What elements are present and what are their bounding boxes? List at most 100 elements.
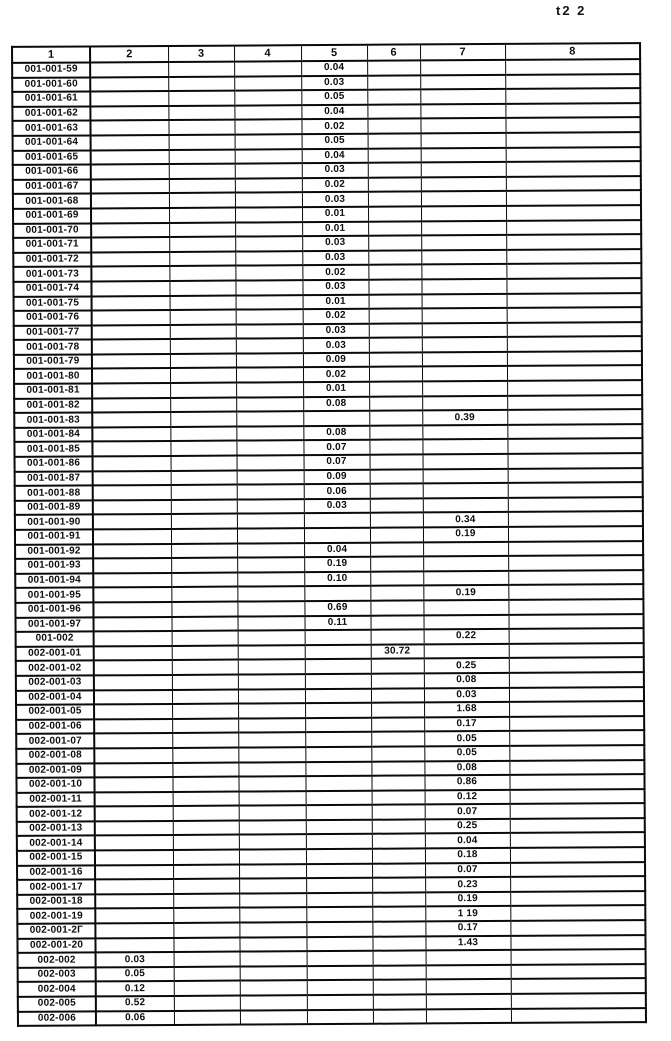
table-cell: 0.05	[301, 89, 368, 105]
table-cell	[173, 893, 240, 909]
table-cell	[172, 805, 239, 821]
row-id-cell: 001-001-59	[12, 62, 91, 78]
table-cell	[238, 776, 306, 792]
table-cell	[371, 804, 425, 820]
table-cell	[372, 863, 426, 878]
table-cell	[420, 89, 506, 105]
table-cell	[92, 470, 171, 486]
table-cell	[421, 249, 507, 265]
table-cell	[168, 192, 236, 208]
table-cell	[238, 790, 306, 806]
row-id-cell: 001-001-92	[15, 544, 94, 560]
table-cell	[236, 455, 304, 471]
table-cell: 0.12	[424, 789, 510, 805]
table-cell	[170, 528, 238, 544]
table-cell	[173, 980, 240, 996]
table-cell	[304, 673, 371, 689]
table-cell: 0.03	[423, 687, 510, 703]
table-cell	[505, 88, 641, 104]
table-cell	[235, 338, 303, 354]
table-cell	[421, 293, 507, 309]
table-cell	[423, 570, 509, 586]
table-cell	[236, 411, 304, 427]
table-cell	[306, 950, 373, 966]
table-cell	[510, 1007, 646, 1024]
table-cell: 0.03	[301, 162, 368, 178]
table-cell	[425, 964, 511, 980]
row-id-cell: 001-001-80	[13, 368, 93, 384]
table-cell	[508, 599, 644, 615]
table-cell: 0.10	[304, 571, 371, 587]
table-cell	[306, 863, 373, 879]
table-cell	[95, 908, 174, 924]
table-cell	[507, 409, 643, 425]
table-cell	[237, 601, 305, 617]
table-cell	[170, 441, 237, 456]
table-cell	[235, 323, 303, 339]
table-cell	[507, 511, 643, 527]
table-cell	[422, 468, 508, 484]
table-cell	[236, 396, 304, 412]
table-cell	[370, 614, 424, 630]
table-cell	[234, 177, 302, 193]
table-cell	[237, 644, 305, 660]
table-cell	[95, 937, 174, 953]
table-cell	[168, 149, 235, 165]
table-cell	[169, 265, 236, 281]
table-cell	[369, 396, 423, 412]
table-cell	[94, 806, 173, 822]
row-id-cell: 001-001-81	[14, 383, 93, 399]
table-cell	[92, 412, 171, 428]
table-cell	[169, 353, 236, 369]
table-cell: 0.23	[425, 877, 511, 893]
table-cell	[239, 878, 307, 894]
table-cell	[507, 394, 643, 411]
table-cell	[304, 629, 371, 645]
table-cell	[507, 526, 644, 542]
row-id-cell: 001-001-77	[13, 325, 92, 341]
table-cell: 0.01	[302, 294, 369, 310]
table-cell	[507, 467, 643, 484]
table-cell	[370, 585, 424, 601]
table-cell	[372, 994, 426, 1010]
table-cell	[169, 251, 236, 267]
table-cell	[508, 569, 644, 586]
table-cell	[93, 689, 173, 705]
table-cell	[234, 61, 302, 77]
table-cell	[505, 59, 641, 75]
table-cell	[306, 994, 373, 1010]
table-cell: 0.08	[424, 760, 510, 776]
table-cell	[369, 498, 423, 514]
table-cell	[425, 1008, 511, 1024]
table-cell	[369, 512, 423, 528]
table-cell	[372, 965, 426, 981]
table-cell	[91, 368, 171, 384]
table-cell	[372, 979, 426, 995]
table-cell	[236, 513, 304, 529]
table-cell	[510, 993, 646, 1009]
table-cell	[237, 571, 305, 587]
table-cell: 0.06	[95, 1010, 174, 1026]
table-cell	[235, 250, 303, 266]
table-cell	[168, 119, 235, 135]
table-cell	[168, 90, 235, 106]
table-cell	[506, 336, 642, 352]
table-cell	[509, 759, 645, 775]
table-cell	[91, 280, 170, 296]
table-cell	[372, 892, 426, 908]
table-cell	[421, 351, 507, 367]
table-cell: 0.04	[424, 833, 510, 849]
table-cell: 0.03	[302, 279, 369, 295]
row-id-cell: 002-001-05	[16, 704, 95, 720]
table-cell	[94, 747, 173, 763]
table-cell	[306, 936, 373, 952]
table-cell	[95, 864, 174, 880]
table-cell	[510, 963, 646, 980]
table-cell	[93, 660, 172, 676]
table-cell	[507, 423, 643, 440]
row-id-cell: 002-001-19	[17, 908, 96, 924]
table-cell	[173, 995, 240, 1011]
row-id-cell: 001-001-62	[12, 106, 91, 122]
table-cell	[508, 628, 644, 644]
